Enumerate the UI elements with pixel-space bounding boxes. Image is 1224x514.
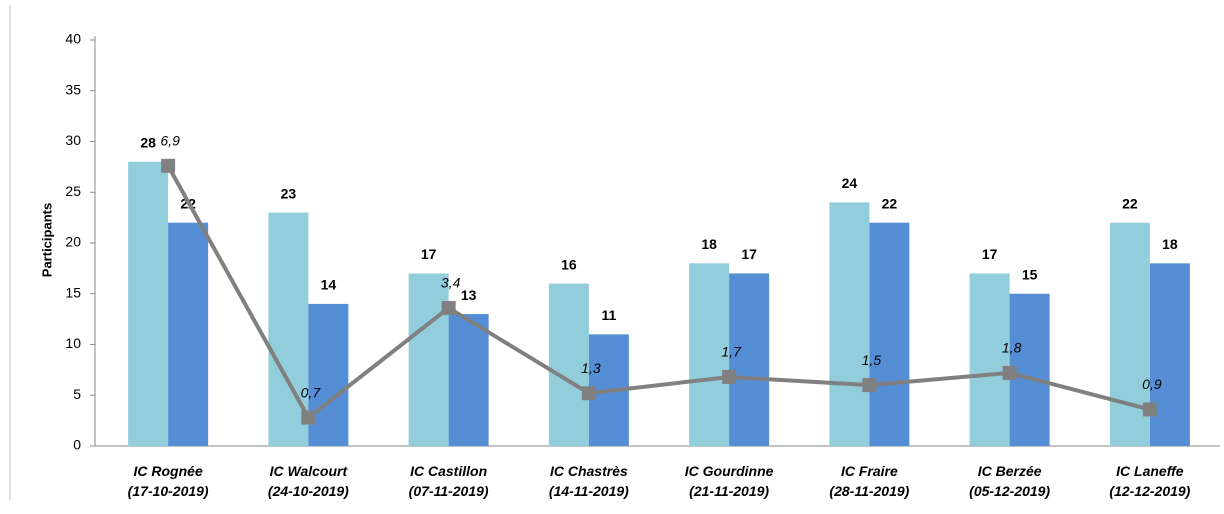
line-label: 1,5 [862,352,882,368]
data-label: 22 [882,195,898,211]
x-tick-label: IC Gourdinne (21-11-2019) [685,463,774,499]
line-label: 0,7 [301,384,322,400]
y-tick-label: 25 [65,183,81,199]
data-label: 16 [561,256,577,272]
data-label: 15 [1022,266,1038,282]
x-tick-label-line: IC Rognée [134,463,203,479]
x-tick-label-line: (21-11-2019) [689,483,769,499]
line-label: 0,9 [1142,376,1162,392]
x-tick-label: IC Castillon (07-11-2019) [409,463,489,499]
line-marker [722,369,737,384]
line-label: 1,3 [581,360,601,376]
y-tick-label: 20 [65,234,81,250]
data-label: 23 [281,185,297,201]
x-tick-label: IC Fraire (28-11-2019) [829,463,909,499]
y-tick-label: 5 [73,386,81,402]
x-tick-label-line: IC Castillon [410,463,487,479]
line-label: 1,7 [721,344,742,360]
bar [829,202,870,446]
line-marker [581,386,596,401]
bar [168,222,209,446]
bar [308,303,349,446]
line-marker [862,378,877,393]
line [166,164,1151,421]
x-tick-label-line: (05-12-2019) [969,483,1050,499]
x-tick-label-line: IC Gourdinne [685,463,774,479]
bar [1149,263,1190,446]
y-tick-label: 10 [65,335,81,351]
y-tick-label: 0 [73,437,81,453]
x-tick-label-line: (07-11-2019) [409,483,489,499]
bar [689,263,730,446]
x-tick-label: IC Laneffe (12-12-2019) [1109,463,1190,499]
x-tick-label-line: (28-11-2019) [829,483,909,499]
line-marker [161,158,176,173]
x-tick-label-line: (24-10-2019) [268,483,349,499]
data-label: 28 [140,135,156,151]
line-marker [1002,365,1017,380]
x-tick-label: IC Chastrès (14-11-2019) [549,463,629,499]
y-tick-label: 15 [65,284,81,300]
x-tick-label: IC Walcourt (24-10-2019) [268,463,349,499]
x-tick-label-line: (17-10-2019) [128,483,209,499]
data-label: 24 [842,175,858,191]
data-label: 11 [601,307,616,323]
y-tick-label: 35 [65,81,81,97]
data-label: 14 [321,277,337,293]
x-tick-label: IC Berzée (05-12-2019) [969,463,1050,499]
line-marker [301,410,316,425]
bar [548,283,589,446]
bar [869,222,910,446]
y-tick-label: 40 [65,31,81,47]
bar [128,161,169,447]
line-label: 6,9 [160,133,180,149]
bar [408,273,449,446]
data-label: 17 [741,246,757,262]
line-label: 1,8 [1002,340,1022,356]
bar [729,273,770,446]
x-tick-label-line: (12-12-2019) [1109,483,1190,499]
data-label: 18 [1162,236,1178,252]
x-tick-label-line: (14-11-2019) [549,483,629,499]
data-label: 22 [1122,195,1138,211]
x-tick-label: IC Rognée (17-10-2019) [128,463,209,499]
x-tick-label-line: IC Laneffe [1116,463,1184,479]
bar [448,314,489,446]
y-axis-label: Participants [39,203,54,277]
line-label: 3,4 [441,275,461,291]
y-tick-label: 30 [65,132,81,148]
line-marker [1142,402,1157,417]
data-label: 17 [421,246,437,262]
data-label: 17 [982,246,998,262]
x-tick-label-line: IC Walcourt [270,463,349,479]
data-label: 18 [701,236,717,252]
x-tick-label-line: IC Chastrès [550,463,628,479]
data-label: 13 [461,287,477,303]
x-tick-label-line: IC Berzée [978,463,1042,479]
bar [969,273,1010,446]
x-tick-label-line: IC Fraire [841,463,898,479]
line-marker [441,300,456,315]
